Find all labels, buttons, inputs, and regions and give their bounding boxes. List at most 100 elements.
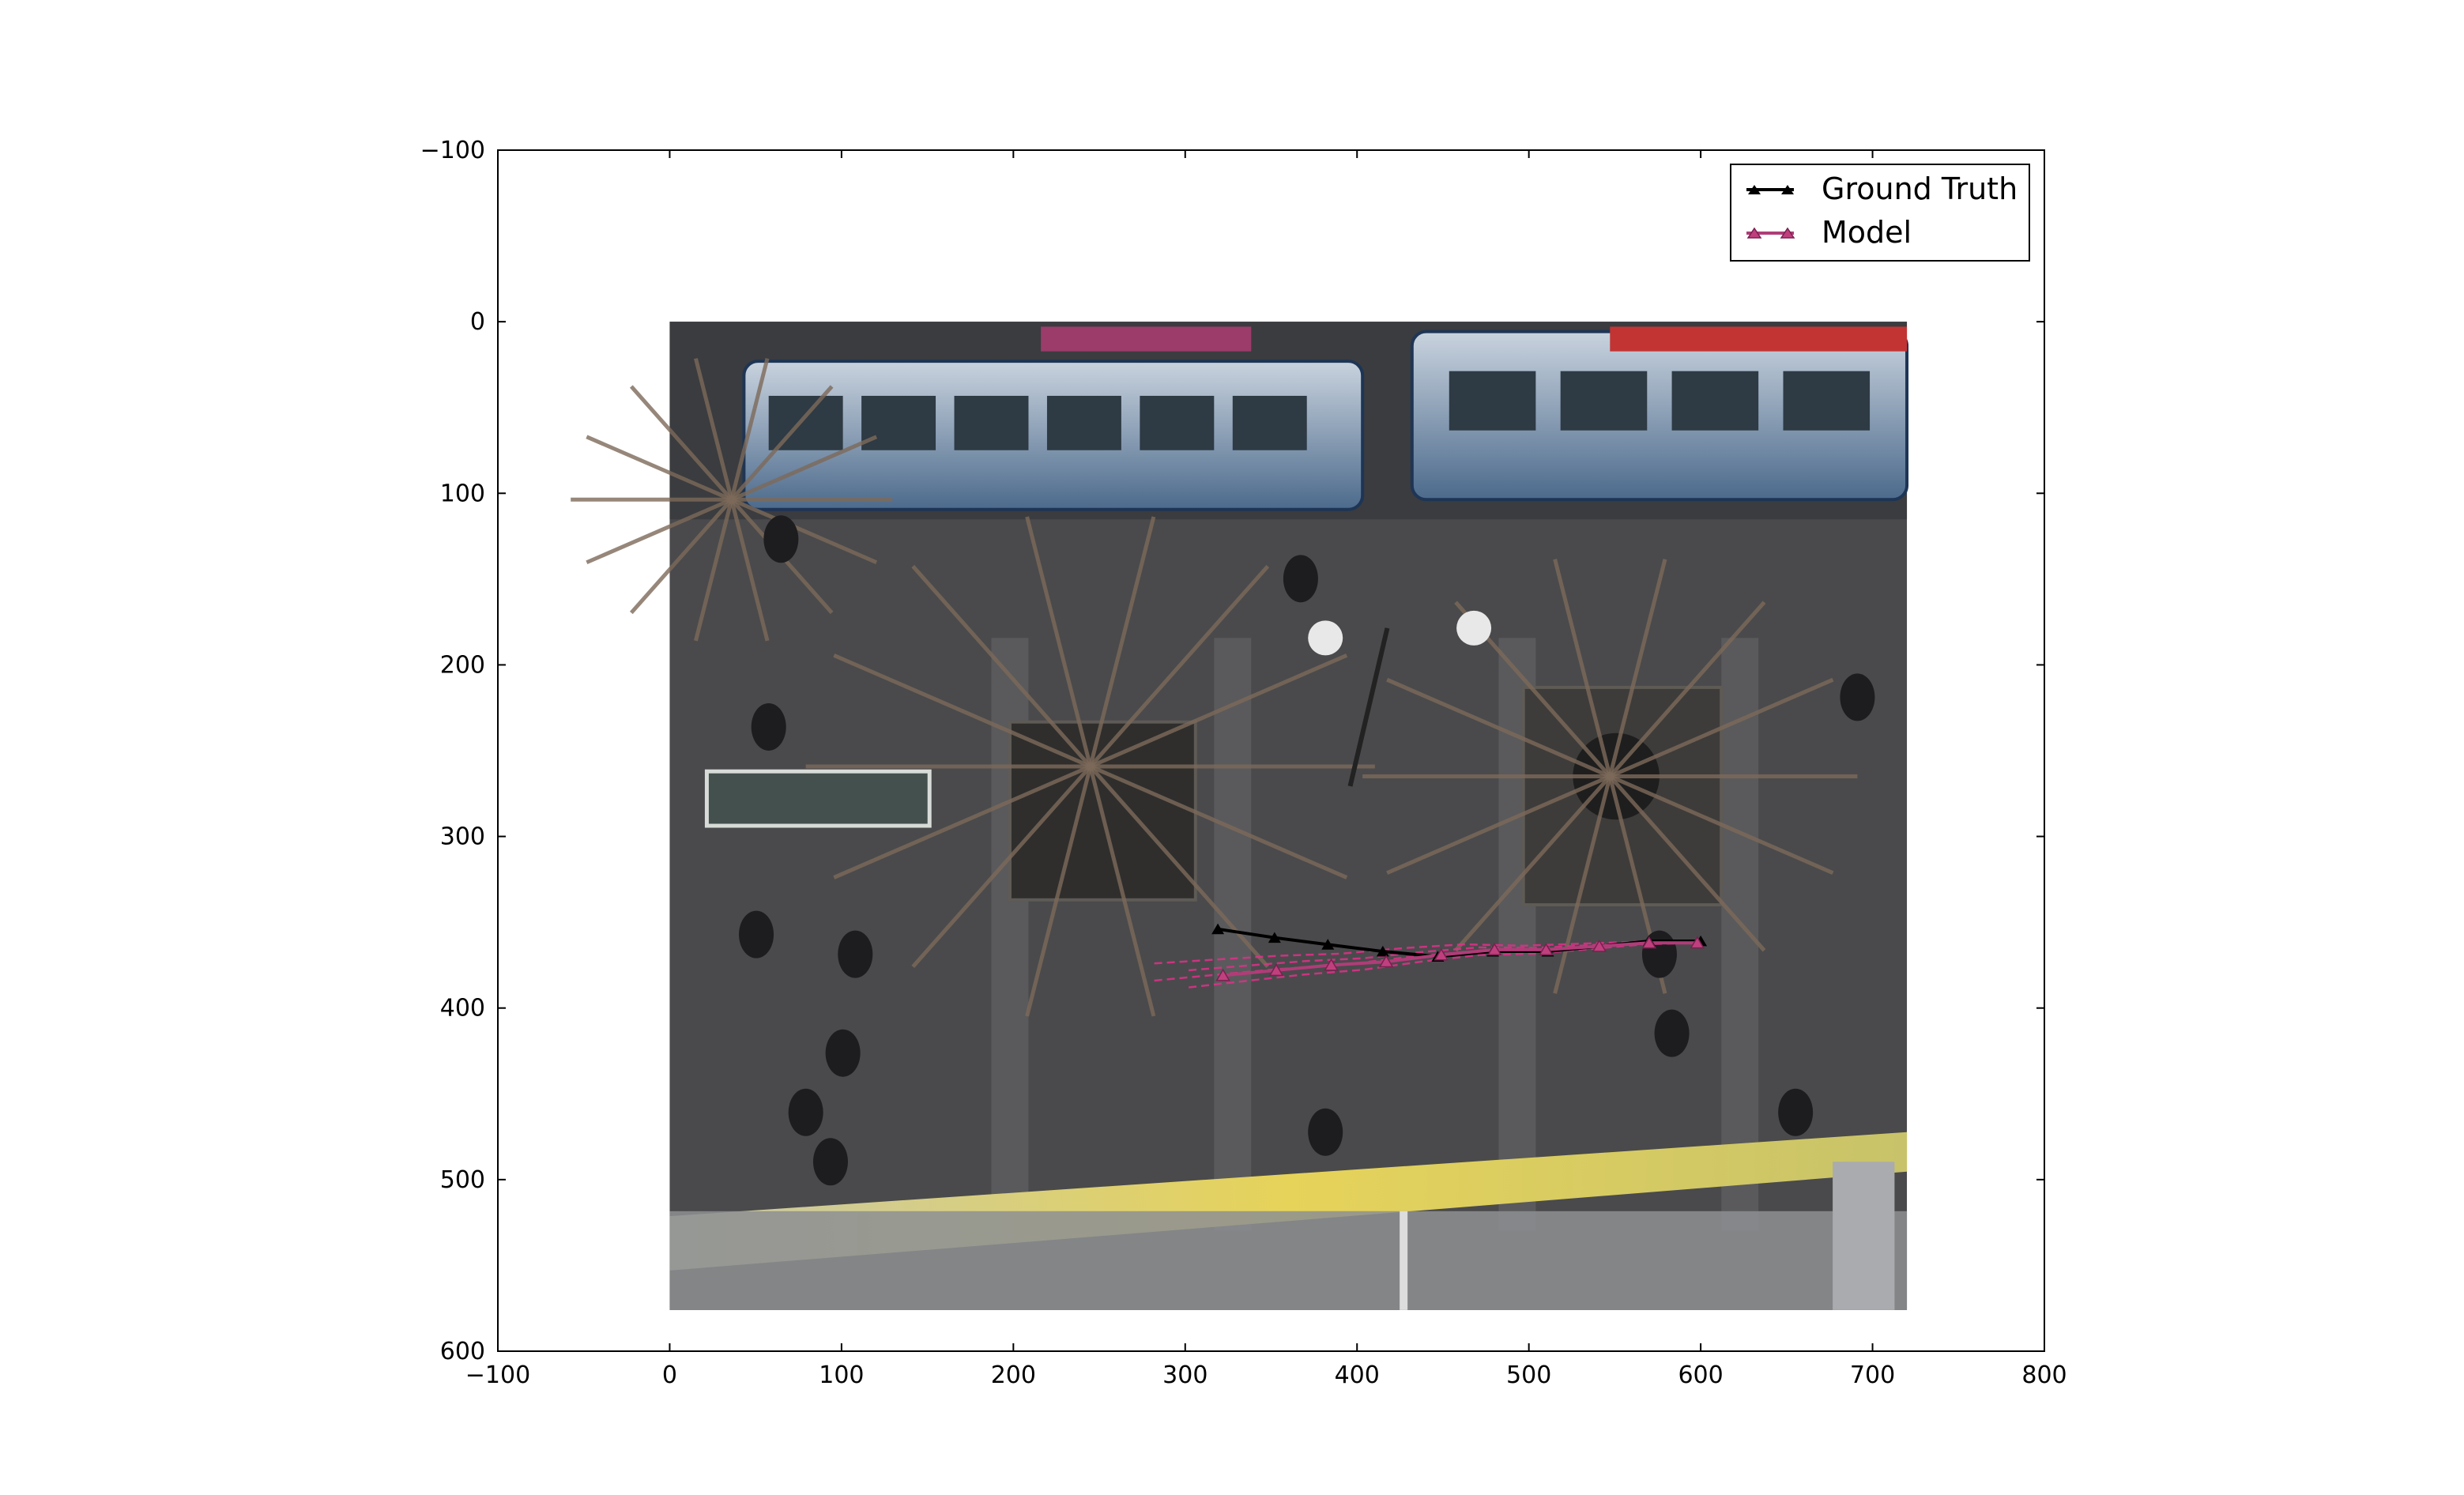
photo-tree-branch — [1609, 774, 1834, 876]
photo-tree-branch — [1089, 764, 1348, 879]
photo-pedestrian — [739, 910, 774, 958]
model-point — [1592, 939, 1607, 952]
ground-truth-point — [1268, 932, 1281, 943]
photo-tree-branch — [1608, 774, 1766, 952]
photo-tree-branch — [1025, 766, 1093, 1017]
photo-tree-branch — [1088, 564, 1270, 768]
photo-tree-branch — [629, 498, 733, 615]
photo-tram-window — [1560, 371, 1648, 431]
photo-tram-window — [1783, 371, 1871, 431]
photo-sign — [1041, 326, 1252, 352]
photo-tree-branch — [911, 765, 1092, 969]
photo-tram-window — [768, 395, 843, 450]
y-tick-label: 300 — [440, 823, 485, 851]
photo-tram-window — [1449, 371, 1536, 431]
photo-tree-branch — [1607, 559, 1667, 778]
x-tick-label: 800 — [2021, 1361, 2067, 1389]
photo-pedestrian — [1641, 930, 1677, 978]
photo-balcony — [669, 1211, 1908, 1310]
y-tick-label: 500 — [440, 1166, 485, 1194]
model-point — [1324, 958, 1339, 971]
photo-tree-branch — [729, 385, 834, 501]
photo-tree-branch — [1553, 775, 1612, 994]
photo-lamp — [1308, 620, 1343, 656]
y-tick-label: −100 — [420, 137, 485, 164]
photo-tree-branch — [586, 435, 733, 502]
legend-marker-model — [1780, 227, 1795, 239]
photo-pedestrian — [1308, 1108, 1343, 1156]
photo-tree-branch — [694, 358, 734, 500]
legend-marker-model — [1746, 227, 1762, 239]
photo-tree-branch — [586, 497, 733, 565]
photo-lamp — [1456, 610, 1492, 646]
model-point — [1539, 943, 1554, 956]
photo-tree-branch — [729, 499, 770, 642]
plot-marks — [1154, 923, 1708, 989]
y-tick-label: 100 — [440, 480, 485, 507]
photo-bench — [704, 769, 932, 828]
axis-ticks: −100 0 100 200 300 400 500 600 700 800 −100 0 100 200… — [420, 137, 2067, 1389]
photo-tram-window — [1046, 395, 1121, 450]
x-tick-label: 600 — [1678, 1361, 1723, 1389]
model-point — [1641, 936, 1657, 949]
model-point — [1690, 936, 1705, 949]
ground-truth-point — [1321, 939, 1335, 950]
photo-pedestrian — [838, 930, 873, 978]
photo-tree-branch — [833, 764, 1091, 879]
photo-tree-branch — [629, 385, 733, 501]
model-line — [1223, 941, 1697, 977]
legend-marker-ground-truth — [1781, 185, 1794, 194]
photo-tree-branch — [1025, 516, 1093, 767]
photo-pedestrian — [1840, 673, 1875, 721]
photo-tree-branch — [1088, 516, 1156, 767]
legend-marker-ground-truth — [1748, 185, 1761, 194]
x-tick-label: 700 — [1850, 1361, 1895, 1389]
photo-lamp-post — [1347, 627, 1390, 787]
photo-balcony-post — [1833, 1162, 1895, 1310]
model-uncertainty-line — [1154, 940, 1697, 965]
photo-tree-branch — [1609, 677, 1834, 778]
photo-tree-branch — [730, 497, 878, 565]
photo-tram-window — [1232, 395, 1307, 450]
model-point — [1486, 943, 1502, 956]
legend-label-model: Model — [1822, 215, 1912, 250]
photo-pedestrian — [1283, 555, 1318, 603]
model-uncertainty-line — [1188, 941, 1697, 989]
photo-pedestrian — [812, 1138, 848, 1186]
photo-tram-window — [1140, 395, 1215, 450]
photo-tram-window — [861, 395, 936, 450]
photo-tree-branch — [1386, 677, 1611, 778]
photo-tree-branch — [911, 564, 1092, 768]
background-photo — [571, 322, 1909, 1310]
x-tick-label: 300 — [1162, 1361, 1208, 1389]
photo-tree-branch — [1454, 774, 1612, 952]
photo-tree-branch — [730, 435, 878, 502]
photo-tree-branch — [1089, 653, 1348, 769]
photo-pedestrian — [788, 1088, 823, 1136]
photo-tree-branch — [729, 358, 770, 500]
x-tick-label: 200 — [991, 1361, 1036, 1389]
y-tick-label: 600 — [440, 1338, 485, 1365]
photo-tree-branch — [694, 499, 734, 642]
y-tick-label: 200 — [440, 651, 485, 679]
photo-tree-branch — [1553, 559, 1612, 778]
plot-frame — [497, 149, 2045, 1352]
legend-label-ground-truth: Ground Truth — [1822, 171, 2018, 206]
photo-sign — [1610, 326, 1908, 352]
y-tick-label: 400 — [440, 995, 485, 1022]
legend-box — [1730, 164, 2030, 262]
model-point — [1434, 947, 1449, 961]
y-tick-label: 0 — [470, 308, 485, 336]
x-tick-label: 100 — [819, 1361, 864, 1389]
photo-tree-branch — [1088, 766, 1156, 1017]
photo-tree-branch — [1386, 774, 1611, 876]
x-tick-label: 400 — [1335, 1361, 1380, 1389]
ground-truth-point — [1376, 945, 1389, 957]
photo-pedestrian — [825, 1029, 861, 1077]
photo-balcony-post — [1400, 1211, 1408, 1310]
photo-tree-branch — [1608, 601, 1766, 778]
x-tick-label: 500 — [1506, 1361, 1551, 1389]
model-point — [1378, 955, 1394, 968]
x-tick-label: 0 — [662, 1361, 677, 1389]
legend: Ground Truth Model — [1730, 164, 2030, 262]
